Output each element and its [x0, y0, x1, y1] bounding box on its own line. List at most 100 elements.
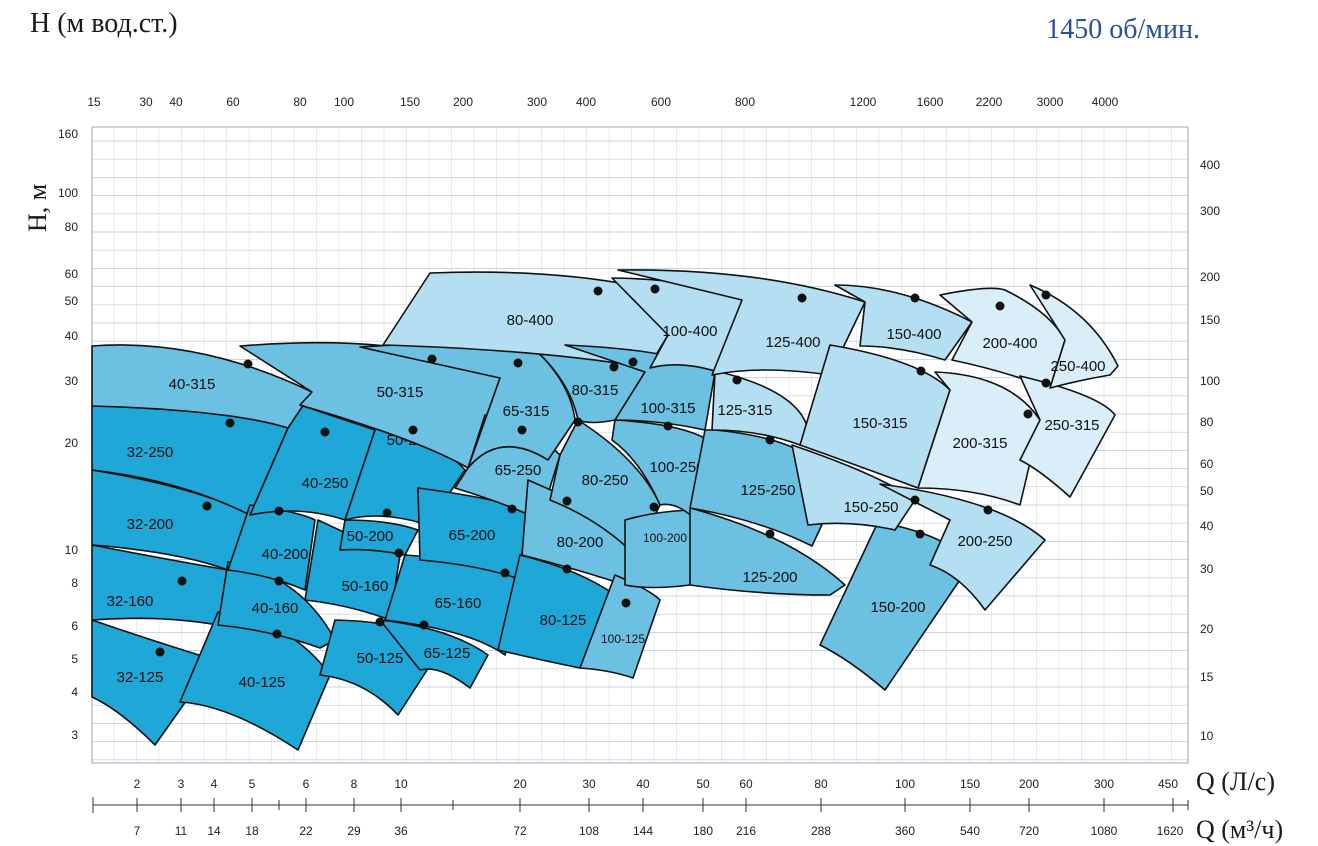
- q-m3h-tick: 540: [960, 824, 980, 838]
- y-tick-right: 400: [1200, 158, 1220, 172]
- bep-dot-32-200: [202, 501, 212, 511]
- region-label-80-400: 80-400: [507, 312, 554, 329]
- y-tick-right: 60: [1200, 457, 1214, 471]
- region-label-150-250: 150-250: [843, 499, 898, 516]
- region-label-100-400: 100-400: [662, 323, 717, 340]
- bep-dot-125-200: [765, 529, 775, 539]
- region-label-65-315: 65-315: [503, 403, 550, 420]
- bep-dot-150-400: [910, 293, 920, 303]
- y-tick-left: 4: [71, 685, 78, 699]
- y-tick-left: 100: [58, 186, 78, 200]
- bep-dot-250-400: [1041, 290, 1051, 300]
- bep-dot-40-315: [243, 359, 253, 369]
- region-200-250: [879, 483, 1046, 611]
- y-tick-left: 60: [65, 267, 79, 281]
- bep-dot-200-250: [983, 505, 993, 515]
- region-100-200: [624, 509, 701, 589]
- bep-dot-50-315: [427, 354, 437, 364]
- bep-dot-50-160: [394, 548, 404, 558]
- region-label-250-315: 250-315: [1044, 417, 1099, 434]
- top-tick: 1600: [917, 95, 944, 109]
- y-tick-left: 20: [65, 436, 79, 450]
- region-label-125-250: 125-250: [740, 482, 795, 499]
- bep-dot-65-250: [517, 425, 527, 435]
- region-label-125-200: 125-200: [742, 569, 797, 586]
- q-ls-tick: 200: [1019, 777, 1039, 791]
- y-tick-left: 40: [65, 329, 79, 343]
- region-label-32-250: 32-250: [127, 444, 174, 461]
- q-m3h-tick: 1080: [1091, 824, 1118, 838]
- y-tick-right: 150: [1200, 313, 1220, 327]
- region-label-50-315: 50-315: [377, 384, 424, 401]
- top-tick: 15: [87, 95, 101, 109]
- y-tick-left: 8: [71, 576, 78, 590]
- bep-dot-80-200: [562, 496, 572, 506]
- y-tick-left: 10: [65, 543, 79, 557]
- region-label-32-160: 32-160: [107, 593, 154, 610]
- top-tick: 150: [400, 95, 420, 109]
- top-tick: 200: [453, 95, 473, 109]
- region-label-50-160: 50-160: [342, 578, 389, 595]
- region-label-40-315: 40-315: [169, 376, 216, 393]
- region-label-65-160: 65-160: [435, 595, 482, 612]
- y-tick-left: 30: [65, 374, 79, 388]
- region-label-40-200: 40-200: [262, 546, 309, 563]
- q-ls-tick: 450: [1158, 777, 1178, 791]
- q-m3h-tick: 18: [245, 824, 259, 838]
- q-ls-tick: 300: [1094, 777, 1114, 791]
- region-label-40-125: 40-125: [239, 674, 286, 691]
- bep-dot-65-125: [419, 620, 429, 630]
- bep-dot-100-315: [628, 357, 638, 367]
- region-label-100-315: 100-315: [640, 400, 695, 417]
- q-m3h-tick: 14: [207, 824, 221, 838]
- bep-dot-100-400: [650, 284, 660, 294]
- bep-dot-50-125: [375, 617, 385, 627]
- top-tick: 1200: [850, 95, 877, 109]
- bep-dot-32-160: [177, 576, 187, 586]
- bep-dot-80-250: [573, 417, 583, 427]
- region-label-80-125: 80-125: [540, 612, 587, 629]
- q-ls-tick: 8: [351, 777, 358, 791]
- q-ls-tick: 6: [303, 777, 310, 791]
- bep-dot-125-250: [765, 435, 775, 445]
- region-label-150-400: 150-400: [886, 326, 941, 343]
- bep-dot-65-160: [500, 568, 510, 578]
- q-m3h-tick: 360: [895, 824, 915, 838]
- bep-dot-100-250: [663, 421, 673, 431]
- q-m3h-tick: 36: [394, 824, 408, 838]
- bep-dot-150-315: [916, 366, 926, 376]
- bottom-axes: 2 3 4 5 6 8 10 20 30 40 50 60 80 100 150 200 300 450 7 11 14…: [92, 767, 1283, 844]
- q-ls-tick: 10: [394, 777, 408, 791]
- bep-dot-40-125: [272, 629, 282, 639]
- region-label-100-250: 100-250: [649, 459, 704, 476]
- q-m3h-tick: 7: [134, 824, 141, 838]
- q-ls-tick: 4: [211, 777, 218, 791]
- y-tick-right: 20: [1200, 622, 1214, 636]
- bep-dot-32-250: [225, 418, 235, 428]
- y-tick-left: 3: [71, 728, 78, 742]
- region-label-200-400: 200-400: [982, 335, 1037, 352]
- region-label-125-400: 125-400: [765, 334, 820, 351]
- tick-labels: 160 100 80 60 50 40 30 20 10 8 6 5 4 3 400 300 200 150 100…: [58, 95, 1220, 743]
- region-125-200: [689, 507, 846, 596]
- top-tick: 80: [293, 95, 307, 109]
- region-label-32-125: 32-125: [117, 669, 164, 686]
- region-65-125: [379, 619, 489, 689]
- region-label-50-200: 50-200: [347, 528, 394, 545]
- y-tick-right: 100: [1200, 374, 1220, 388]
- q-m3h-tick: 29: [347, 824, 361, 838]
- q-m3h-tick: 288: [811, 824, 831, 838]
- pump-regions: 32-125 32-160 32-200 32-250 40-125 40-160 40-2…: [91, 269, 1119, 751]
- region-label-150-315: 150-315: [852, 415, 907, 432]
- bep-dot-32-125: [155, 647, 165, 657]
- top-tick: 300: [527, 95, 547, 109]
- q-ls-tick: 50: [696, 777, 710, 791]
- y-tick-left: 50: [65, 294, 79, 308]
- y-tick-right: 50: [1200, 484, 1214, 498]
- q-m3h-axis-label: Q (м³/ч): [1196, 815, 1283, 844]
- q-m3h-tick: 11: [175, 824, 188, 838]
- q-m3h-tick: 180: [693, 824, 713, 838]
- bep-dot-100-200: [649, 502, 659, 512]
- region-label-65-250: 65-250: [495, 462, 542, 479]
